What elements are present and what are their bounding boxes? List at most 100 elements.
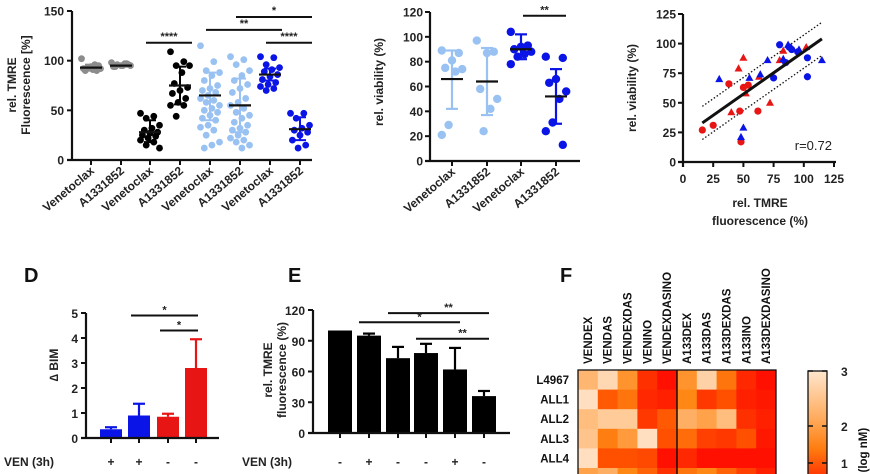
data-point	[200, 144, 208, 152]
data-point	[541, 127, 550, 136]
ci-upper-line	[701, 21, 823, 107]
data-point	[78, 55, 85, 63]
x-tick-label: 100	[794, 172, 814, 186]
data-point	[212, 89, 220, 96]
column-label: VENDEXDASINO	[662, 272, 674, 364]
data-point	[242, 95, 250, 102]
data-point	[210, 97, 218, 104]
column-label: A133DAS	[702, 312, 714, 364]
row-label: ALL1	[540, 395, 569, 407]
y-tick-label: 100	[44, 54, 64, 68]
y-tick-label: 0	[669, 156, 676, 170]
data-point	[725, 80, 733, 88]
data-point	[216, 138, 223, 146]
data-point	[200, 77, 208, 84]
data-point	[246, 141, 253, 149]
data-point	[709, 121, 717, 129]
y-axis-label: rel. viability (%)	[625, 44, 639, 132]
data-point	[234, 131, 242, 139]
bar	[185, 368, 207, 438]
heatmap-cell	[597, 428, 619, 449]
heatmap-cell	[617, 448, 638, 469]
data-point	[216, 101, 223, 109]
data-point	[244, 121, 252, 129]
heatmap-cell	[657, 370, 678, 391]
heatmap-cell	[696, 370, 718, 391]
heatmap-cell	[578, 389, 599, 410]
data-point	[489, 47, 498, 56]
data-point	[476, 84, 485, 94]
data-point	[142, 141, 150, 149]
data-point	[232, 108, 240, 116]
data-point	[240, 56, 248, 64]
heatmap-cell	[716, 389, 737, 410]
y-tick-label: 80	[410, 55, 424, 69]
data-point	[199, 87, 206, 94]
y-tick-label: 100	[656, 37, 676, 51]
correlation-annotation: r=0.72	[795, 138, 832, 153]
data-point	[803, 54, 812, 62]
data-point	[756, 70, 765, 78]
data-point	[779, 54, 788, 62]
data-point	[264, 81, 272, 88]
data-point	[244, 81, 252, 88]
data-point	[270, 54, 278, 62]
y-tick-label: 40	[410, 105, 424, 119]
y-tick-label: 60	[410, 80, 424, 94]
data-point	[437, 46, 446, 55]
data-point	[197, 123, 204, 131]
data-point	[302, 141, 310, 149]
x-tick-label: 50	[737, 172, 751, 186]
heatmap-cell	[677, 370, 698, 391]
data-point	[208, 141, 216, 149]
data-point	[698, 126, 706, 134]
data-point	[472, 36, 481, 45]
heatmap-cell	[756, 389, 777, 410]
row-value: -	[166, 455, 170, 469]
data-point	[210, 126, 218, 134]
x-axis-label: fluorescence (%)	[712, 214, 808, 228]
column-label: VENDEX	[583, 316, 595, 364]
data-point	[727, 108, 736, 116]
y-tick-label: 0	[71, 432, 78, 446]
data-point	[289, 136, 296, 144]
data-point	[715, 74, 724, 83]
row-value: +	[365, 455, 372, 469]
data-point	[776, 41, 784, 49]
y-tick-label: 100	[403, 30, 423, 44]
bar	[386, 358, 410, 433]
colorbar-tick-label: 2	[841, 420, 848, 434]
heatmap-cell	[637, 370, 658, 391]
significance-label: *	[162, 305, 167, 317]
data-point	[506, 59, 515, 69]
data-point	[294, 144, 302, 152]
heatmap-cell	[617, 428, 638, 449]
data-point	[169, 90, 176, 97]
data-point	[216, 69, 223, 76]
data-point	[744, 81, 752, 89]
panel-label: F	[560, 265, 572, 287]
regression-line	[701, 37, 823, 125]
y-tick-label: 50	[663, 96, 677, 110]
data-point	[214, 108, 222, 116]
y-tick-label: 5	[71, 307, 78, 321]
y-tick-label: 150	[44, 5, 64, 19]
heatmap-cell	[578, 409, 599, 430]
data-point	[739, 123, 748, 131]
y-tick-label: 50	[51, 104, 65, 118]
heatmap-cell	[696, 409, 718, 430]
significance-label: **	[444, 302, 453, 314]
y-axis-label: rel. TMRE	[5, 57, 19, 112]
data-point	[238, 72, 246, 79]
y-tick-label: 125	[656, 8, 676, 22]
data-point	[202, 98, 210, 106]
column-label: A133DEXDAS	[722, 288, 734, 364]
heatmap-cell	[657, 409, 678, 430]
data-point	[739, 53, 748, 61]
heatmap-cell	[657, 468, 678, 474]
y-tick-label: 0	[416, 155, 423, 169]
heatmap-cell	[716, 428, 737, 449]
y-tick-label: 20	[410, 130, 424, 144]
x-axis-label: rel. TMRE	[732, 196, 787, 210]
heatmap-cell	[637, 428, 658, 449]
